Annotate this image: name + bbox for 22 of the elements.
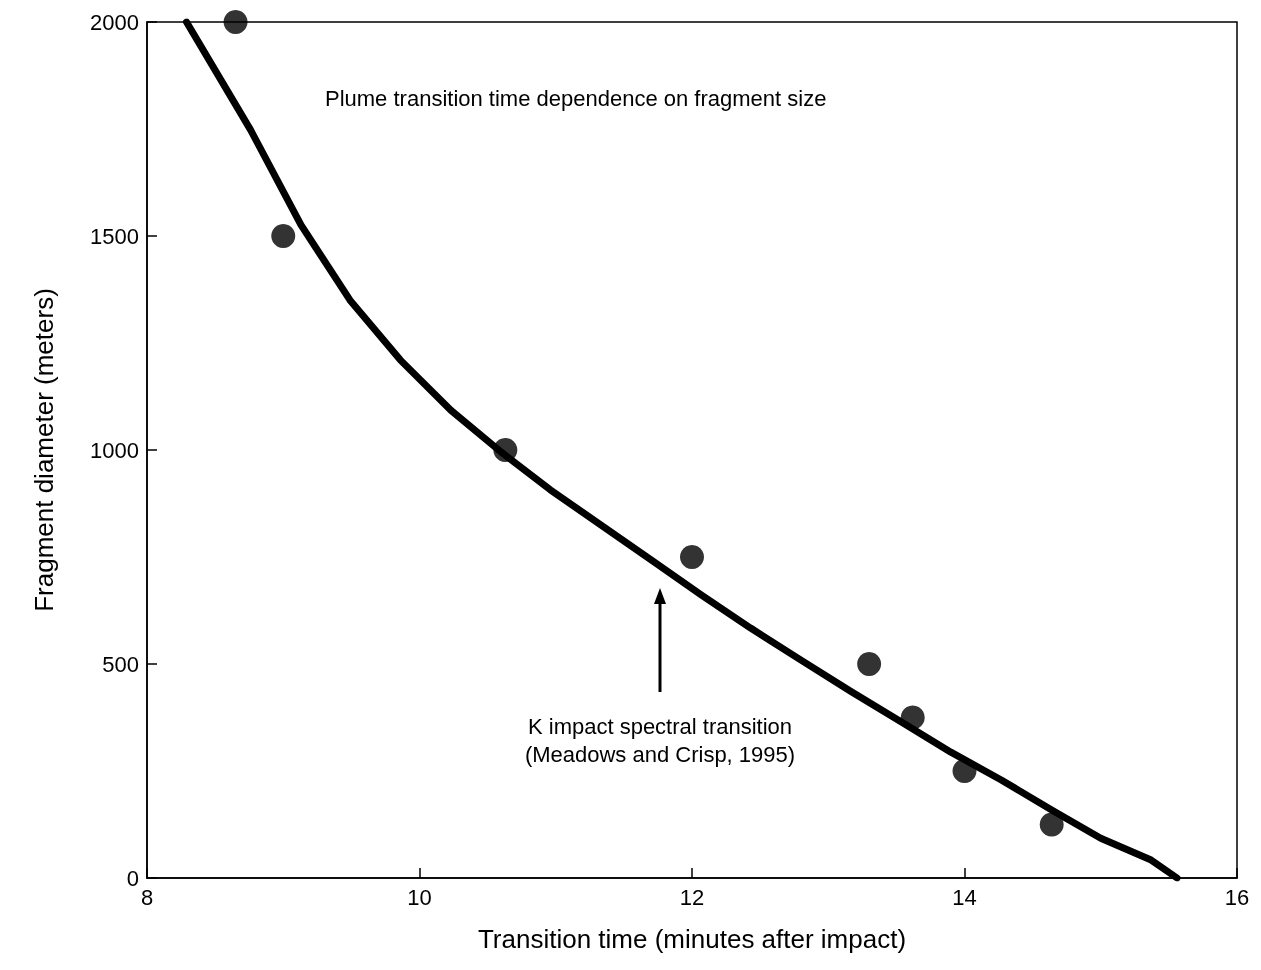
x-tick-label: 12 [679, 884, 705, 910]
x-tick-label: 14 [952, 884, 977, 910]
point [680, 545, 704, 569]
x-tick-label: 8 [140, 884, 154, 910]
y-axis-title: Fragment diameter (meters) [29, 288, 59, 612]
point [223, 10, 248, 34]
point [1039, 812, 1064, 837]
point [900, 705, 925, 730]
y-tick-label: 500 [102, 651, 139, 677]
y-tick-label: 1500 [90, 223, 139, 249]
point [952, 759, 977, 783]
y-tick-label: 2000 [90, 9, 139, 35]
x-tick-label: 10 [407, 884, 432, 910]
point [271, 224, 296, 248]
point [493, 438, 518, 462]
x-axis-title: Transition time (minutes after impact) [477, 924, 907, 954]
y-tick-label: 0 [126, 865, 139, 891]
x-tick-label: 16 [1224, 884, 1250, 910]
annotation: K impact spectral transition (Meadows and Crisp, 1995) [524, 713, 796, 767]
text: Plume transition time dependence on fragment size [325, 85, 827, 111]
point [857, 652, 882, 676]
y-tick-label: 1000 [90, 437, 139, 463]
